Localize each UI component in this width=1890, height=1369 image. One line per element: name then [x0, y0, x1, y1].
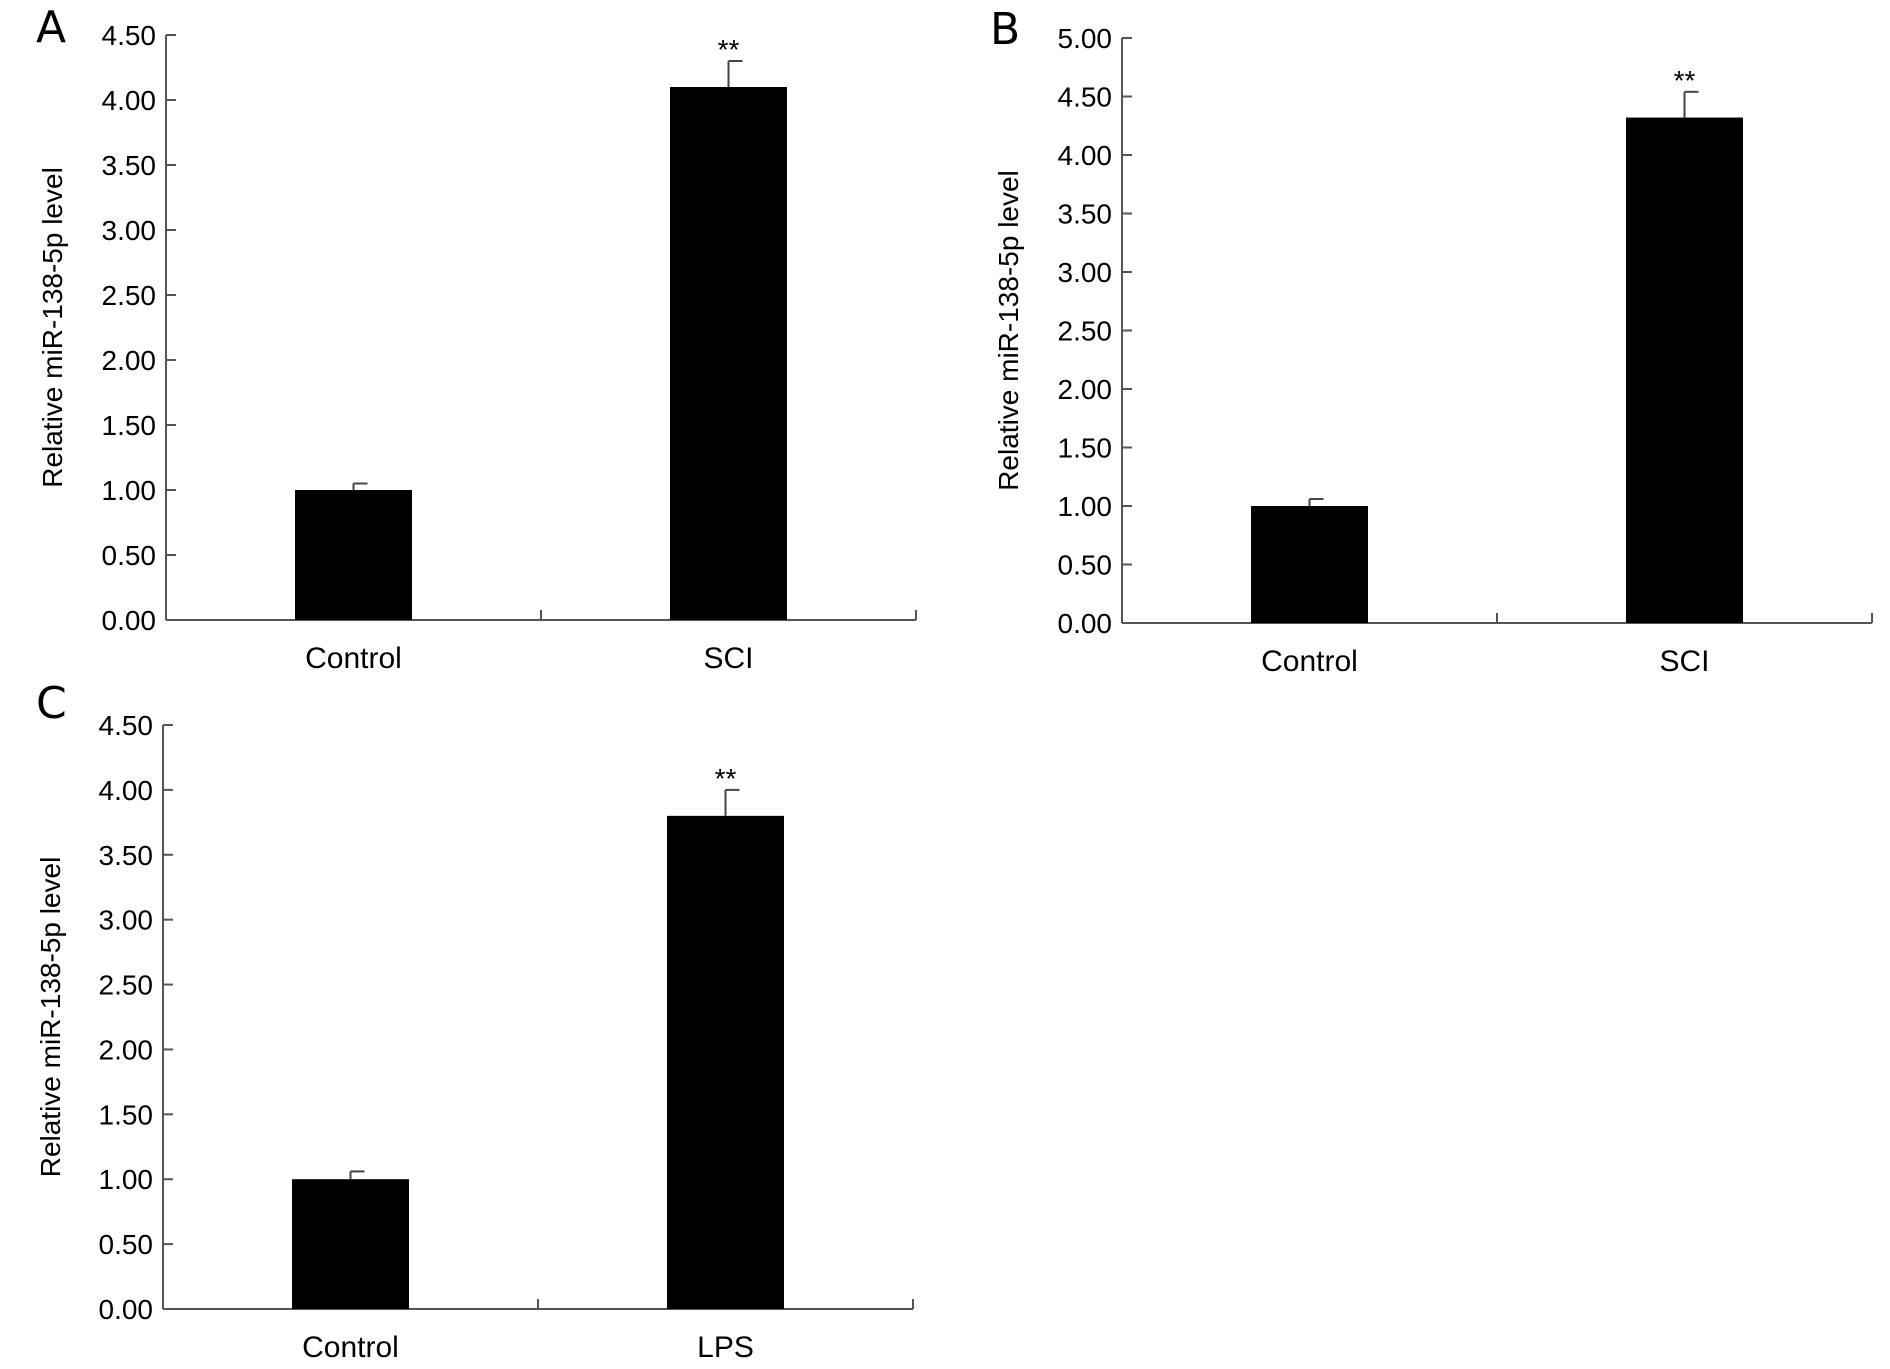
y-tick-label: 3.00	[99, 905, 154, 936]
y-tick-label: 4.00	[99, 775, 154, 806]
y-tick-label: 2.50	[1058, 316, 1113, 347]
significance-marker: **	[718, 34, 740, 65]
category-label: Control	[1261, 645, 1358, 678]
y-tick-label: 2.00	[102, 345, 157, 376]
panel-label: B	[990, 4, 1020, 55]
y-tick-label: 5.00	[1058, 23, 1113, 54]
y-tick-label: 4.00	[1058, 140, 1113, 171]
y-tick-label: 0.50	[1058, 550, 1113, 581]
y-tick-label: 3.00	[1058, 257, 1113, 288]
y-tick-label: 4.50	[102, 20, 157, 51]
bar-sci	[1626, 117, 1743, 623]
chart-panel-b: B 0.00 0.50 1.00 1.50 2.00 2.50 3.00 3.50 4.00 4.5…	[990, 4, 1873, 678]
y-axis-title: Relative miR-138-5p level	[993, 170, 1024, 491]
y-axis-title: Relative miR-138-5p level	[35, 857, 66, 1178]
y-tick-label: 1.00	[102, 475, 157, 506]
y-tick-label: 0.00	[99, 1294, 154, 1325]
bar-control	[292, 1179, 409, 1309]
y-tick-label: 3.50	[1058, 199, 1113, 230]
y-tick-label: 1.50	[99, 1099, 154, 1130]
category-label: Control	[305, 642, 402, 675]
y-tick-label: 2.50	[99, 970, 154, 1001]
y-tick-label: 1.50	[1058, 433, 1113, 464]
y-tick-label: 4.00	[102, 85, 157, 116]
chart-panel-c: C 0.00 0.50 1.00 1.50 2.00 2.50 3.00 3.50 4.00 4.5…	[35, 678, 914, 1364]
y-tick-label: 2.50	[102, 280, 157, 311]
y-axis-title: Relative miR-138-5p level	[37, 167, 68, 488]
y-tick-label: 0.50	[99, 1229, 154, 1260]
panel-label: C	[36, 678, 67, 729]
panel-label: A	[36, 2, 66, 53]
y-tick-label: 3.00	[102, 215, 157, 246]
y-tick-label: 1.50	[102, 410, 157, 441]
y-tick-label: 4.50	[99, 710, 154, 741]
y-tick-label: 1.00	[99, 1164, 154, 1195]
y-tick-label: 0.50	[102, 540, 157, 571]
chart-panel-a: A 0.00 0.50 1.00 1.50 2.00 2.50 3.00 3.50 4.00 4.5…	[36, 2, 917, 675]
y-tick-label: 4.50	[1058, 82, 1113, 113]
bar-sci	[670, 87, 787, 620]
y-tick-label: 2.00	[99, 1034, 154, 1065]
y-tick-label: 3.50	[99, 840, 154, 871]
bar-lps	[667, 815, 784, 1309]
bar-control	[1251, 506, 1368, 623]
significance-marker: **	[1674, 65, 1696, 96]
category-label: Control	[302, 1331, 399, 1364]
y-tick-label: 0.00	[102, 605, 157, 636]
category-label: LPS	[697, 1331, 754, 1364]
category-label: SCI	[703, 642, 753, 675]
significance-marker: **	[715, 763, 737, 794]
category-label: SCI	[1659, 645, 1709, 678]
y-tick-label: 3.50	[102, 150, 157, 181]
y-tick-label: 2.00	[1058, 374, 1113, 405]
y-tick-label: 0.00	[1058, 608, 1113, 639]
bar-control	[295, 490, 412, 620]
y-tick-label: 1.00	[1058, 491, 1113, 522]
